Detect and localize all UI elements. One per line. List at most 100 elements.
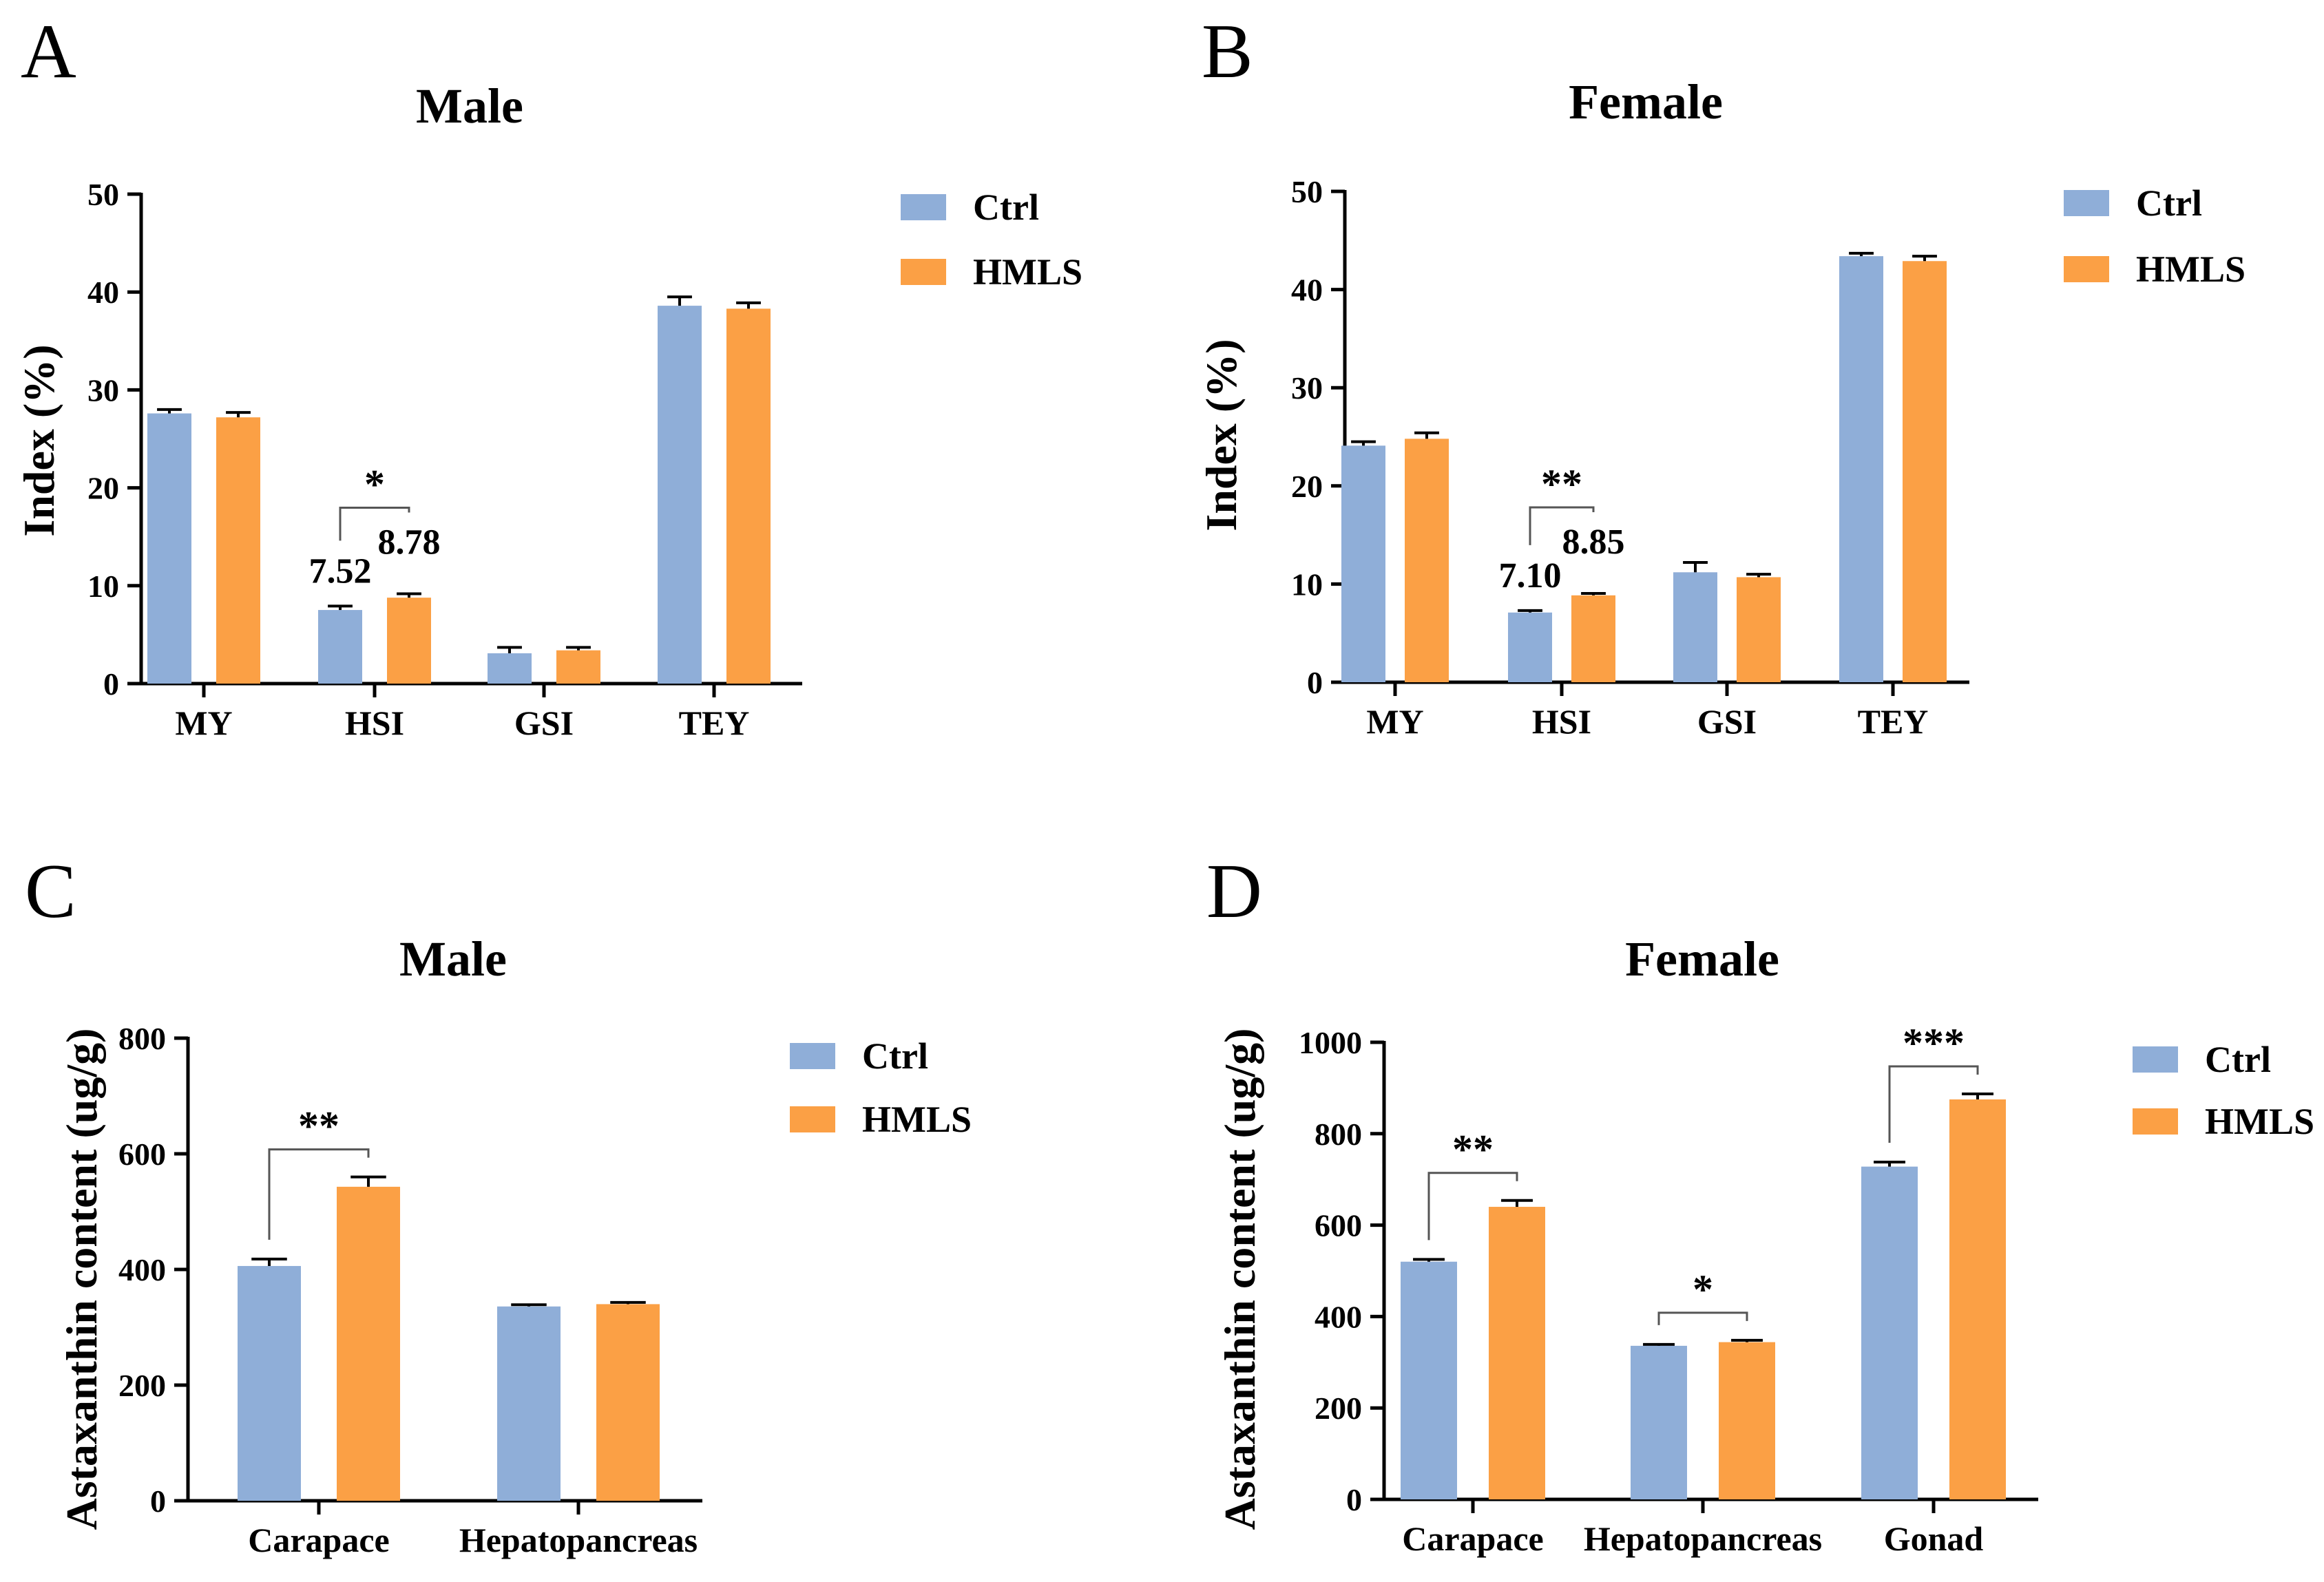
data-label: 7.10 (1499, 556, 1562, 595)
y-tick-label: 200 (118, 1368, 166, 1403)
x-category-label: GSI (514, 704, 574, 742)
bar-ctrl (1401, 1261, 1457, 1499)
y-tick-label: 0 (1346, 1482, 1362, 1517)
x-axis-categories: Carapace Hepatopancreas Gonad (1402, 1499, 1983, 1558)
significance-bracket (1427, 1172, 1518, 1241)
y-axis-ticks: 0 200 400 600 800 1000 (1299, 1025, 2038, 1517)
data-label: 8.85 (1562, 523, 1625, 562)
y-tick-label: 600 (118, 1137, 166, 1172)
x-category-label: TEY (1858, 702, 1929, 741)
x-category-label: Carapace (248, 1521, 390, 1559)
significance-annotations: ** (268, 1104, 370, 1240)
y-tick-label: 0 (150, 1484, 166, 1519)
bar-ctrl (238, 1265, 301, 1501)
bar-hmls (337, 1186, 400, 1501)
bar-ctrl (147, 413, 191, 684)
y-axis-label: Astaxanthin content (ug/g) (57, 1029, 106, 1530)
legend-swatch-hmls (790, 1106, 835, 1132)
significance-marker: *** (1903, 1020, 1965, 1066)
panel-c-male-astaxanthin-chart: C Male Astaxanthin content (ug/g) 0 200 40… (25, 849, 972, 1559)
bars (1401, 1093, 2006, 1499)
y-tick-label: 400 (118, 1252, 166, 1287)
significance-bracket (1888, 1065, 1979, 1143)
bar-ctrl (318, 610, 362, 684)
y-tick-label: 50 (87, 177, 119, 212)
significance-bracket (1529, 506, 1595, 545)
y-axis-label: Index (%) (1197, 339, 1246, 531)
significance-marker: * (1693, 1267, 1713, 1312)
data-label: 7.52 (309, 551, 372, 591)
legend-label-hmls: HMLS (973, 251, 1082, 293)
y-tick-label: 0 (1307, 665, 1323, 700)
x-category-label: MY (175, 704, 232, 742)
legend-label-ctrl: Ctrl (973, 187, 1039, 228)
y-tick-label: 20 (1291, 469, 1323, 504)
bar-hmls (556, 650, 600, 684)
significance-bracket (268, 1148, 370, 1240)
legend-label-hmls: HMLS (2136, 249, 2246, 290)
legend-label-hmls: HMLS (862, 1099, 972, 1140)
bar-hmls (1903, 261, 1947, 683)
y-tick-label: 400 (1315, 1299, 1362, 1334)
y-axis-label: Astaxanthin content (ug/g) (1215, 1029, 1264, 1530)
legend-swatch-hmls (901, 259, 946, 285)
legend: Ctrl HMLS (790, 1035, 972, 1140)
legend-swatch-ctrl (901, 194, 946, 220)
chart-title: Male (416, 78, 523, 134)
bar-hmls (1405, 439, 1449, 682)
bars: 7.528.78 (147, 295, 771, 684)
y-tick-label: 800 (118, 1021, 166, 1056)
legend-swatch-ctrl (2064, 190, 2109, 216)
x-category-label: Gonad (1884, 1519, 1984, 1558)
bars: 7.108.85 (1341, 251, 1947, 683)
chart-title: Male (399, 931, 507, 987)
bar-hmls (1489, 1207, 1545, 1499)
data-label: 8.78 (378, 523, 441, 562)
legend-swatch-ctrl (790, 1043, 835, 1069)
panel-d-female-astaxanthin-chart: D Female Astaxanthin content (ug/g) 0 200… (1206, 849, 2314, 1558)
bar-hmls (1949, 1099, 2006, 1499)
legend-label-ctrl: Ctrl (862, 1035, 928, 1077)
panel-letter: C (25, 849, 76, 934)
legend-swatch-hmls (2064, 256, 2109, 282)
bar-hmls (1719, 1342, 1775, 1499)
bar-hmls (1737, 577, 1781, 682)
legend: Ctrl HMLS (901, 187, 1082, 293)
x-axis-categories: MY HSI GSI TEY (175, 684, 749, 742)
legend-swatch-hmls (2133, 1108, 2178, 1135)
x-axis-categories: MY HSI GSI TEY (1366, 682, 1928, 741)
bar-ctrl (1861, 1166, 1918, 1499)
x-category-label: GSI (1697, 702, 1757, 741)
x-category-label: Carapace (1402, 1519, 1544, 1558)
x-axis-categories: Carapace Hepatopancreas (248, 1501, 698, 1559)
bar-hmls (596, 1304, 660, 1501)
legend-label-hmls: HMLS (2205, 1101, 2314, 1142)
bars (238, 1175, 660, 1501)
legend-label-ctrl: Ctrl (2136, 182, 2202, 224)
y-tick-label: 40 (1291, 273, 1323, 308)
y-tick-label: 1000 (1299, 1025, 1362, 1060)
bar-ctrl (1673, 572, 1717, 682)
bar-ctrl (1341, 445, 1385, 682)
panel-letter: D (1206, 849, 1262, 934)
significance-annotations: * (339, 461, 410, 541)
significance-marker: ** (298, 1104, 339, 1149)
x-category-label: TEY (679, 704, 750, 742)
significance-annotations: ** (1529, 461, 1595, 545)
bar-hmls (387, 598, 431, 684)
x-category-label: HSI (345, 704, 404, 742)
bar-ctrl (658, 306, 702, 684)
x-category-label: Hepatopancreas (1584, 1519, 1822, 1558)
bar-hmls (216, 417, 260, 684)
x-category-label: HSI (1532, 702, 1591, 741)
y-tick-label: 200 (1315, 1391, 1362, 1426)
significance-marker: ** (1452, 1127, 1494, 1172)
significance-annotations: ****** (1427, 1020, 1979, 1325)
y-tick-label: 10 (87, 569, 119, 604)
bar-ctrl (497, 1306, 561, 1501)
legend: Ctrl HMLS (2133, 1039, 2314, 1142)
y-tick-label: 0 (103, 666, 119, 702)
